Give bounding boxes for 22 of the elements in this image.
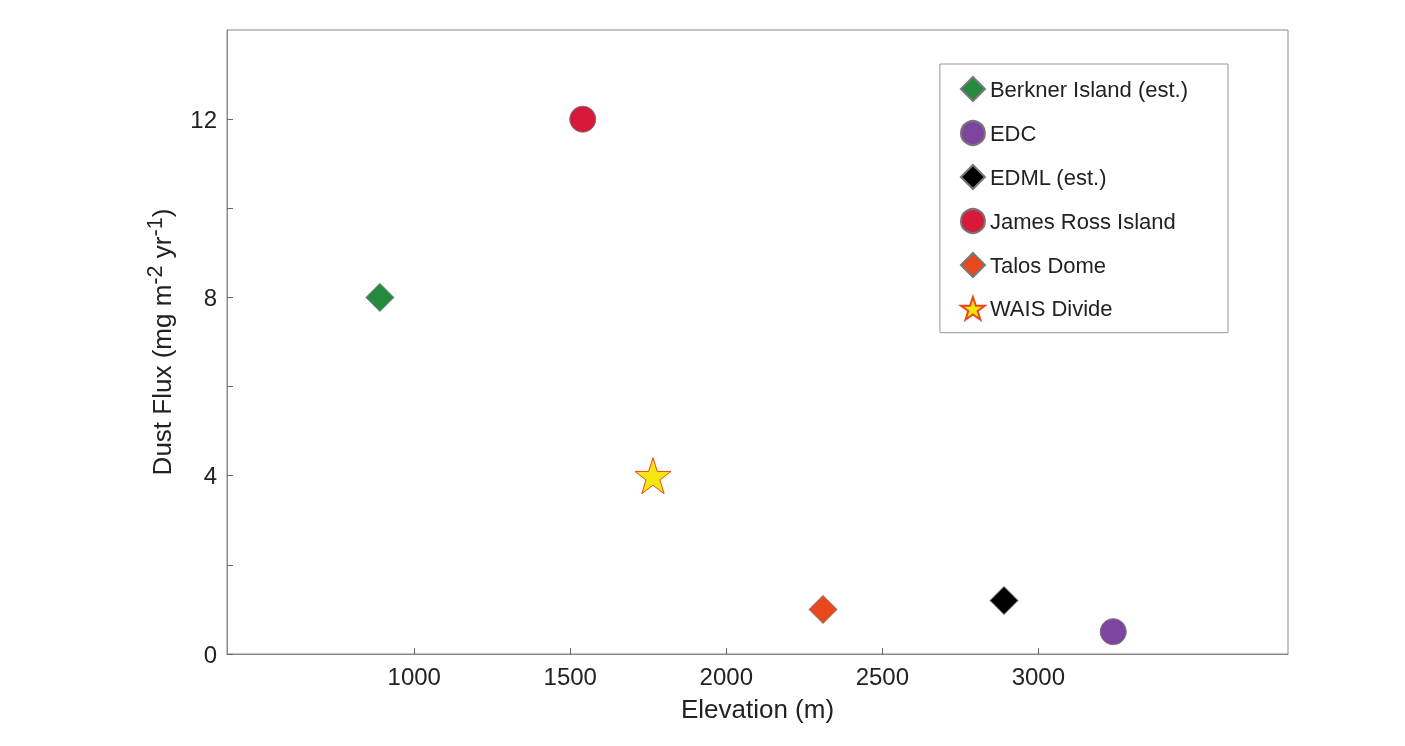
y-tick-label: 12 xyxy=(190,105,217,133)
point xyxy=(634,457,672,495)
point xyxy=(989,586,1019,616)
x-tick-label: 2000 xyxy=(699,662,753,690)
x-tick-label: 2500 xyxy=(855,662,910,690)
y-tick-label: 0 xyxy=(203,640,217,668)
legend-label: EDML (est.) xyxy=(989,164,1107,190)
legend-label: Berkner Island (est.) xyxy=(989,76,1188,102)
legend-label: James Ross Island xyxy=(989,208,1176,234)
legend-label: EDC xyxy=(989,120,1037,146)
x-axis-title: Elevation (m) xyxy=(680,694,835,724)
point xyxy=(365,282,395,312)
x-tick-label: 3000 xyxy=(1011,662,1066,690)
legend-label: WAIS Divide xyxy=(989,295,1113,321)
point xyxy=(1099,618,1127,646)
y-tick-label: 8 xyxy=(203,283,217,311)
point xyxy=(808,594,838,624)
x-tick-label: 1500 xyxy=(543,662,597,690)
x-tick-label: 1000 xyxy=(387,662,441,690)
y-tick-label: 4 xyxy=(203,462,217,490)
legend-label: Talos Dome xyxy=(989,252,1107,278)
point xyxy=(569,105,597,133)
